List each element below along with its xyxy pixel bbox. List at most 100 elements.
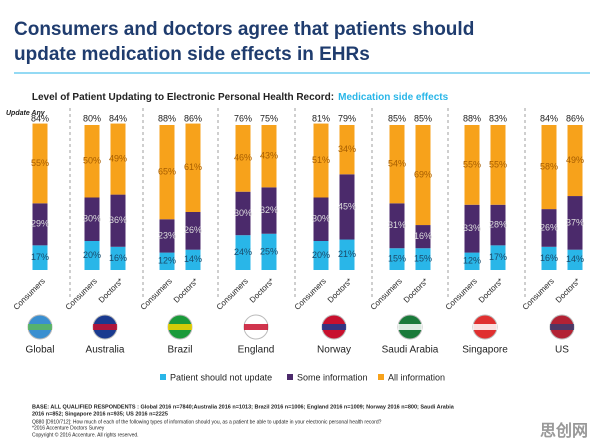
segment-label: 20% bbox=[312, 250, 330, 260]
bar-segment bbox=[261, 187, 277, 234]
update-any-label: 81% bbox=[312, 113, 330, 123]
x-tick-label: Consumers bbox=[64, 277, 99, 312]
flag-detail bbox=[93, 324, 117, 330]
legend-label: All information bbox=[388, 372, 445, 382]
subtitle-highlight: Medication side effects bbox=[338, 92, 448, 103]
segment-label: 14% bbox=[184, 254, 202, 264]
group-label: Norway bbox=[317, 345, 351, 356]
bar-segment bbox=[313, 241, 329, 270]
flag-detail bbox=[244, 324, 268, 330]
bar-segment bbox=[541, 209, 557, 247]
legend-swatch bbox=[160, 374, 166, 380]
chart-title: Consumers and doctors agree that patient… bbox=[14, 19, 474, 40]
segment-label: 17% bbox=[489, 252, 507, 262]
bar-segment bbox=[464, 125, 480, 205]
segment-label: 16% bbox=[414, 231, 432, 241]
segment-label: 31% bbox=[388, 220, 406, 230]
segment-label: 20% bbox=[83, 250, 101, 260]
update-any-label: 88% bbox=[158, 113, 176, 123]
segment-label: 30% bbox=[312, 214, 330, 224]
bar-segment bbox=[261, 125, 277, 188]
group-label: Brazil bbox=[167, 345, 192, 356]
segment-label: 25% bbox=[260, 246, 278, 256]
bar-segment bbox=[490, 125, 506, 205]
segment-label: 24% bbox=[234, 247, 252, 257]
segment-label: 34% bbox=[338, 144, 356, 154]
segment-label: 21% bbox=[338, 249, 356, 259]
group-label: England bbox=[238, 345, 275, 356]
segment-label: 49% bbox=[109, 153, 127, 163]
update-any-label: 75% bbox=[260, 113, 278, 123]
segment-label: 12% bbox=[463, 256, 481, 266]
bar-segment bbox=[110, 246, 126, 270]
x-tick-label: Consumers bbox=[215, 277, 250, 312]
footnote: Q880 [D910/712]: How much of each of the… bbox=[32, 419, 382, 425]
x-tick-label: Consumers bbox=[444, 277, 479, 312]
update-any-label: 84% bbox=[31, 113, 49, 123]
bar-segment bbox=[464, 204, 480, 253]
bar-segment bbox=[84, 197, 100, 241]
group-label: Global bbox=[26, 345, 55, 356]
segment-label: 14% bbox=[566, 254, 584, 264]
segment-label: 55% bbox=[463, 159, 481, 169]
update-any-label: 86% bbox=[184, 113, 202, 123]
bar-segment bbox=[313, 197, 329, 241]
bar-segment bbox=[84, 125, 100, 198]
bar-segment bbox=[389, 248, 405, 270]
bar-segment bbox=[235, 191, 251, 236]
bar-segment bbox=[567, 249, 583, 270]
segment-label: 28% bbox=[489, 219, 507, 229]
group-label: Singapore bbox=[462, 345, 508, 356]
x-tick-label: Doctors* bbox=[248, 277, 276, 305]
bar-segment bbox=[235, 235, 251, 270]
x-tick-label: Doctors* bbox=[172, 277, 200, 305]
segment-label: 37% bbox=[566, 217, 584, 227]
segment-label: 58% bbox=[540, 161, 558, 171]
segment-label: 51% bbox=[312, 155, 330, 165]
flag-detail bbox=[28, 324, 52, 330]
bar-segment bbox=[32, 203, 48, 246]
bar-segment bbox=[313, 123, 329, 198]
segment-label: 26% bbox=[540, 222, 558, 232]
watermark: 思创网 bbox=[540, 421, 588, 440]
bar-segment bbox=[110, 123, 126, 195]
bar-segment bbox=[159, 252, 175, 270]
segment-label: 15% bbox=[414, 254, 432, 264]
segment-label: 43% bbox=[260, 151, 278, 161]
update-any-label: 85% bbox=[414, 113, 432, 123]
x-tick-label: Doctors* bbox=[554, 277, 582, 305]
footnote: BASE: ALL QUALIFIED RESPONDENTS : Global… bbox=[32, 404, 455, 410]
bar-segment bbox=[389, 203, 405, 249]
segment-label: 36% bbox=[109, 215, 127, 225]
flag-detail bbox=[168, 324, 192, 330]
bar-segment bbox=[261, 233, 277, 270]
bar-segment bbox=[464, 252, 480, 270]
bar-segment bbox=[159, 125, 175, 220]
bar-segment bbox=[541, 246, 557, 270]
x-tick-label: Consumers bbox=[12, 277, 47, 312]
bar-segment bbox=[339, 125, 355, 175]
bar-segment bbox=[110, 194, 126, 247]
x-tick-label: Doctors* bbox=[326, 277, 354, 305]
footnote: 2016 n=852; Singapore 2016 n=935; US 201… bbox=[32, 411, 168, 417]
segment-label: 69% bbox=[414, 169, 432, 179]
update-any-label: Update Any bbox=[6, 110, 46, 117]
flag-detail bbox=[550, 324, 574, 330]
segment-label: 32% bbox=[260, 205, 278, 215]
x-tick-label: Consumers bbox=[521, 277, 556, 312]
legend-swatch bbox=[287, 374, 293, 380]
bar-segment bbox=[185, 212, 201, 250]
group-label: Saudi Arabia bbox=[382, 345, 439, 356]
update-any-label: 76% bbox=[234, 113, 252, 123]
segment-label: 50% bbox=[83, 156, 101, 166]
update-any-label: 86% bbox=[566, 113, 584, 123]
bar-segment bbox=[32, 123, 48, 204]
x-tick-label: Consumers bbox=[139, 277, 174, 312]
flag-detail bbox=[473, 324, 497, 330]
bar-segment bbox=[415, 248, 431, 270]
bar-segment bbox=[235, 125, 251, 192]
bar-segment bbox=[339, 239, 355, 270]
legend-label: Some information bbox=[297, 372, 368, 382]
segment-label: 61% bbox=[184, 162, 202, 172]
